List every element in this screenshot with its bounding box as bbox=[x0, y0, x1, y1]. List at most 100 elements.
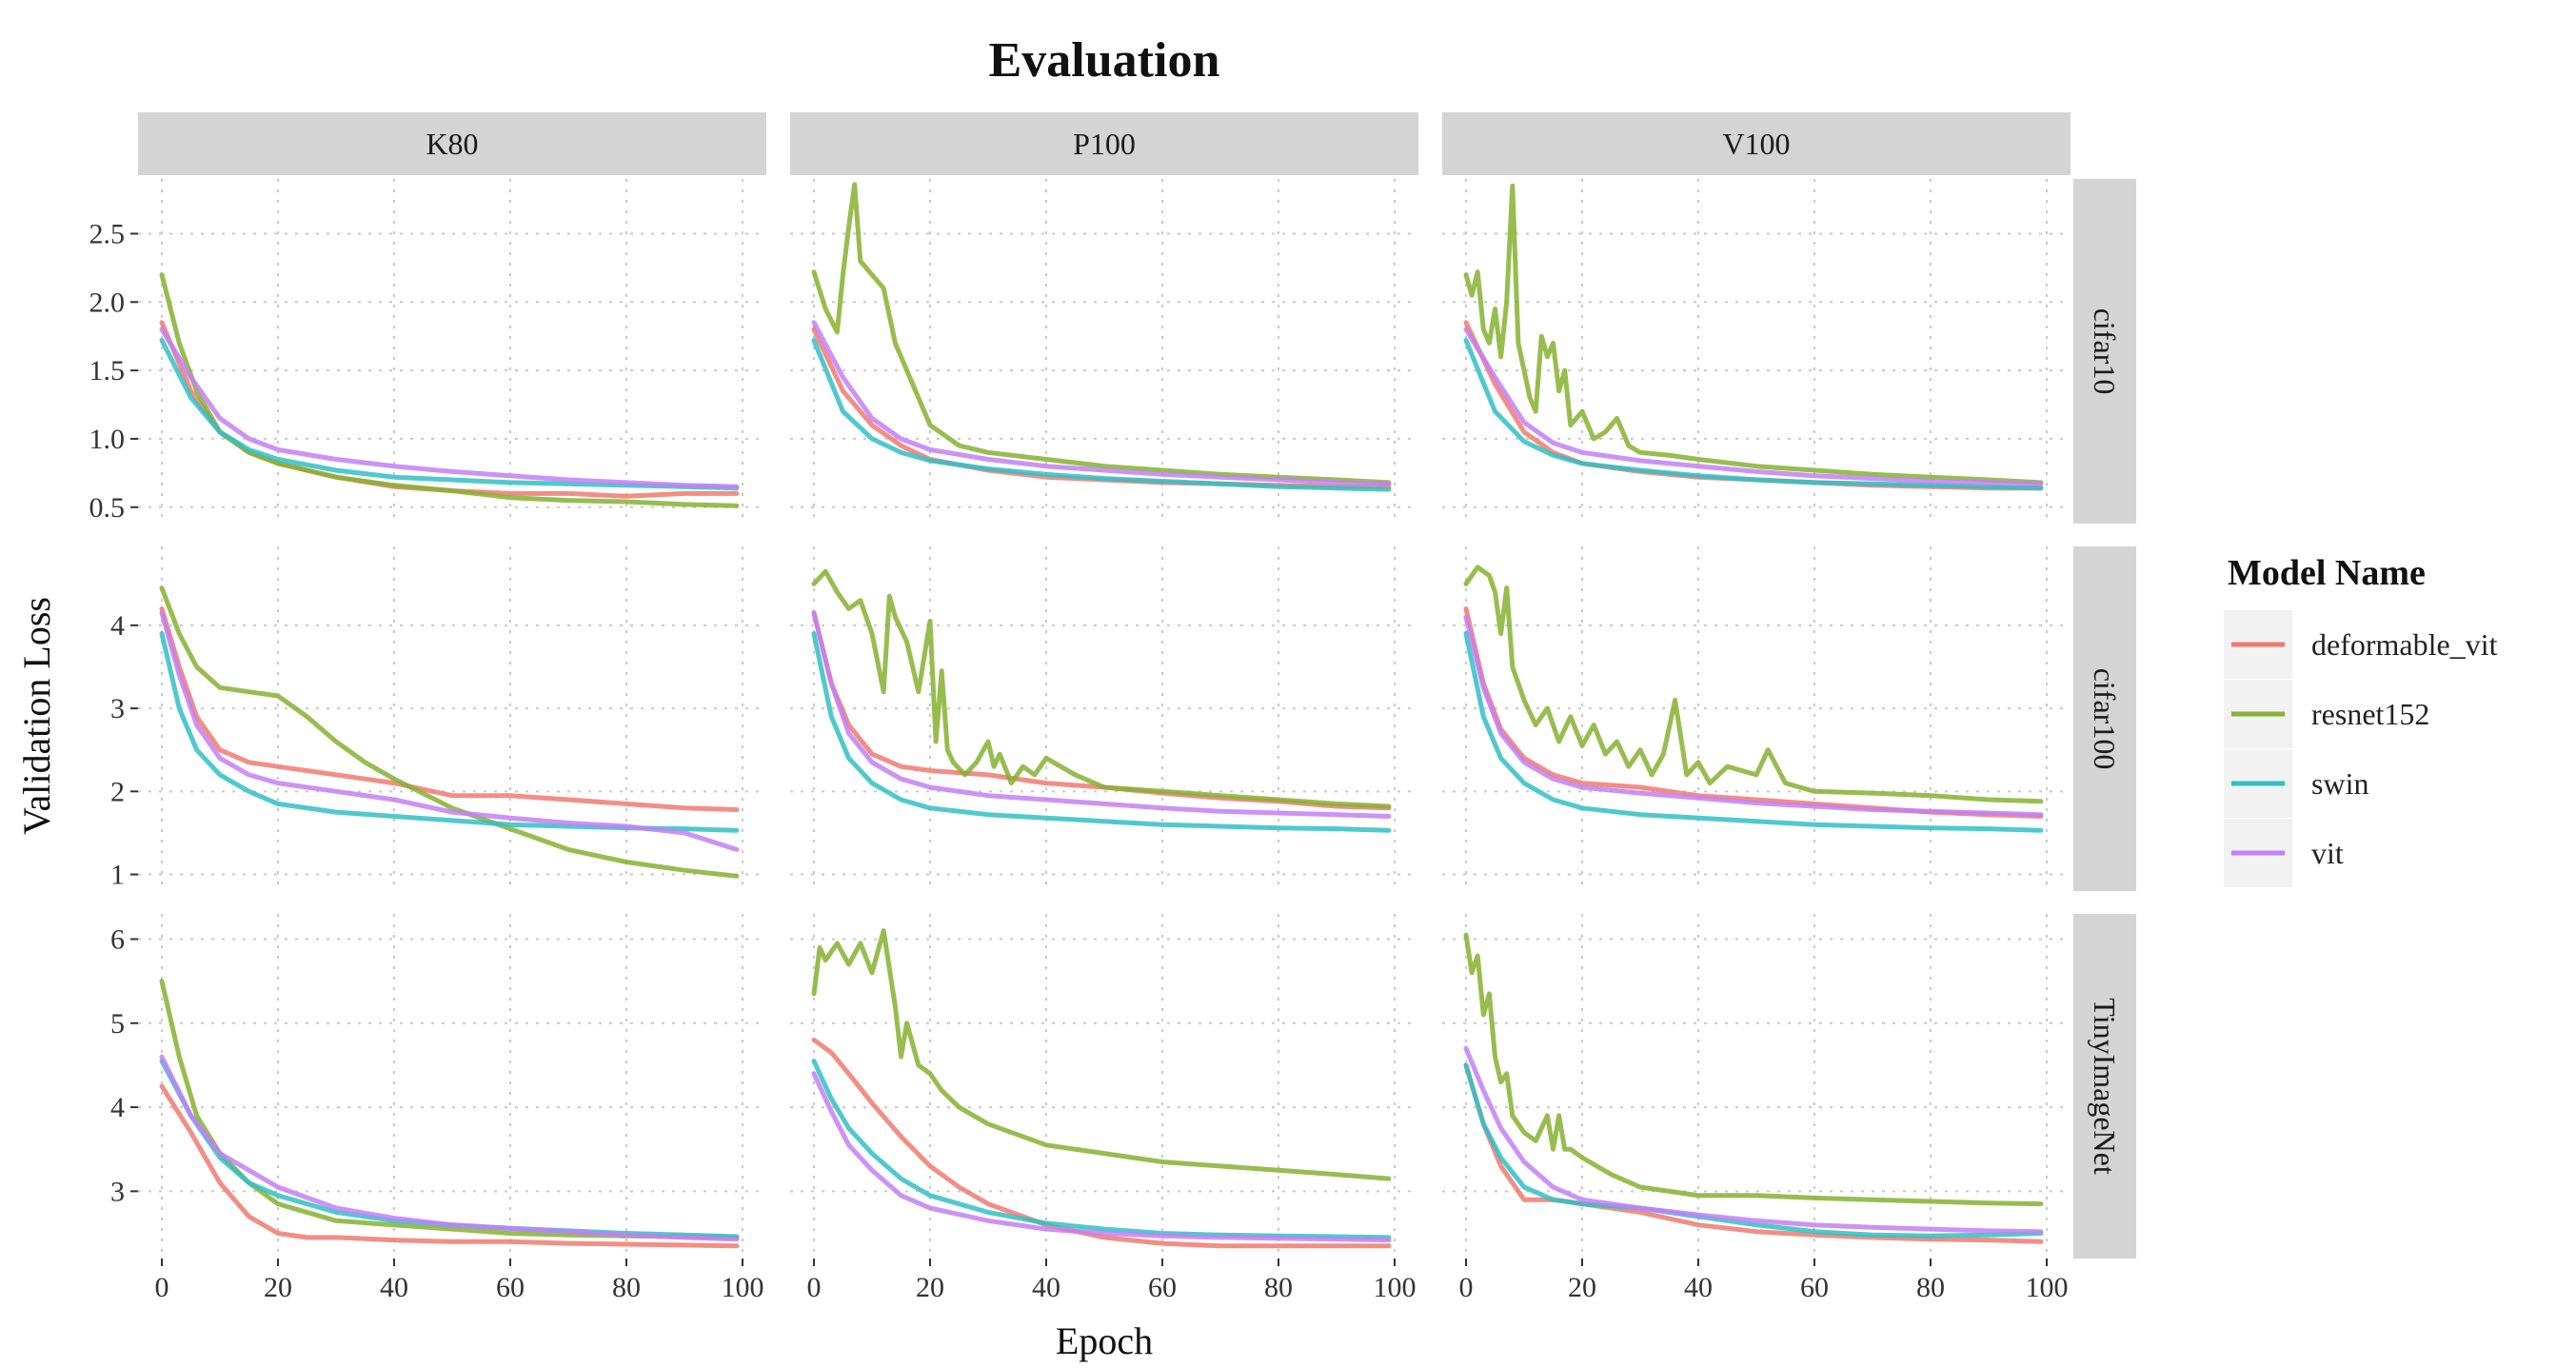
series-line-resnet152 bbox=[159, 585, 740, 879]
panel-cifar10-p100 bbox=[790, 179, 1418, 524]
panel-cifar100-p100 bbox=[790, 546, 1418, 891]
y-axis-title: Validation Loss bbox=[15, 597, 58, 835]
series-line-resnet152 bbox=[811, 182, 1392, 486]
series-line-vit bbox=[159, 327, 740, 489]
series-line-vit bbox=[1463, 327, 2044, 486]
series-line-resnet152 bbox=[1463, 565, 2044, 804]
panel-cifar10-v100 bbox=[1442, 179, 2071, 524]
x-tick-label: 40 bbox=[1032, 1272, 1060, 1303]
y-tick-label: 2.0 bbox=[89, 287, 126, 318]
series-line-deformable_vit bbox=[159, 1083, 740, 1249]
y-tick-label: 4 bbox=[110, 610, 125, 642]
series-line-deformable_vit bbox=[811, 1037, 1392, 1249]
panel-tinyimagenet-v100: 0 20 40 60 80 100 bbox=[1442, 914, 2071, 1303]
x-tick-label: 100 bbox=[1374, 1272, 1417, 1303]
column-strip-label: K80 bbox=[426, 127, 478, 161]
row-strip-cifar10: cifar10 bbox=[2073, 179, 2136, 524]
legend-label: vit bbox=[2311, 836, 2344, 870]
x-axis-title: Epoch bbox=[1056, 1319, 1153, 1362]
y-tick-label: 1.0 bbox=[89, 424, 126, 455]
legend-item-vit: vit bbox=[2224, 819, 2344, 887]
series-line-swin bbox=[159, 338, 740, 491]
x-tick-label: 60 bbox=[1800, 1272, 1829, 1303]
y-tick-label: 1.5 bbox=[89, 355, 126, 387]
x-tick-label: 0 bbox=[807, 1272, 822, 1303]
panel-cifar100-v100 bbox=[1442, 546, 2071, 891]
row-strip-background bbox=[2073, 546, 2136, 891]
legend-title: Model Name bbox=[2228, 553, 2426, 593]
series-line-swin bbox=[1463, 631, 2044, 833]
x-tick-label: 20 bbox=[916, 1272, 944, 1303]
x-tick-label: 40 bbox=[1684, 1272, 1713, 1303]
panels-layer: K80 P100 V100 cifar10 cifar100 TinyImageNet 0.… bbox=[89, 112, 2136, 1303]
x-tick-label: 20 bbox=[1568, 1272, 1596, 1303]
x-tick-label: 60 bbox=[1148, 1272, 1177, 1303]
series-line-resnet152 bbox=[1463, 183, 2044, 486]
legend-label: resnet152 bbox=[2311, 697, 2429, 731]
y-tick-label: 4 bbox=[110, 1092, 125, 1123]
series-line-deformable_vit bbox=[159, 605, 740, 812]
series-line-vit bbox=[1463, 614, 2044, 818]
column-strip-v100: V100 bbox=[1442, 112, 2071, 175]
legend-entries: deformable_vit resnet152 swin vit bbox=[2224, 610, 2498, 887]
x-tick-label: 20 bbox=[264, 1272, 292, 1303]
column-strip-background bbox=[138, 112, 766, 175]
series-line-resnet152 bbox=[811, 928, 1392, 1181]
series-line-swin bbox=[811, 338, 1392, 492]
x-tick-label: 100 bbox=[722, 1272, 764, 1303]
y-tick-label: 6 bbox=[110, 923, 125, 955]
y-tick-label: 2.5 bbox=[89, 218, 126, 249]
x-tick-label: 80 bbox=[612, 1272, 641, 1303]
column-strip-background bbox=[790, 112, 1418, 175]
x-tick-label: 0 bbox=[155, 1272, 169, 1303]
y-tick-label: 0.5 bbox=[89, 492, 126, 524]
series-line-swin bbox=[811, 631, 1392, 833]
chart-title: Evaluation bbox=[989, 33, 1220, 88]
column-strip-label: V100 bbox=[1722, 127, 1790, 161]
series-line-swin bbox=[159, 631, 740, 833]
row-strip-tinyimagenet: TinyImageNet bbox=[2073, 914, 2136, 1259]
x-tick-label: 0 bbox=[1459, 1272, 1474, 1303]
row-strip-cifar100: cifar100 bbox=[2073, 546, 2136, 891]
legend-item-deformable_vit: deformable_vit bbox=[2224, 610, 2498, 679]
y-tick-label: 1 bbox=[110, 860, 125, 891]
legend: Model Name deformable_vit resnet152 swin vi… bbox=[2224, 553, 2498, 887]
series-line-vit bbox=[159, 610, 740, 852]
panel-cifar100-k80: 1 2 3 4 bbox=[110, 546, 766, 891]
legend-item-resnet152: resnet152 bbox=[2224, 680, 2429, 748]
panel-tinyimagenet-p100: 0 20 40 60 80 100 bbox=[790, 914, 1418, 1303]
legend-item-swin: swin bbox=[2224, 749, 2368, 818]
column-strip-label: P100 bbox=[1073, 127, 1136, 161]
row-strip-label: cifar10 bbox=[2088, 308, 2122, 395]
legend-label: swin bbox=[2311, 766, 2368, 801]
y-tick-label: 3 bbox=[110, 1176, 125, 1207]
series-line-resnet152 bbox=[1463, 932, 2044, 1207]
series-line-resnet152 bbox=[159, 272, 740, 508]
y-tick-label: 3 bbox=[110, 693, 125, 724]
column-strip-p100: P100 bbox=[790, 112, 1418, 175]
series-line-swin bbox=[811, 1059, 1392, 1240]
x-tick-label: 80 bbox=[1264, 1272, 1293, 1303]
series-line-vit bbox=[159, 1054, 740, 1242]
series-line-vit bbox=[811, 610, 1392, 819]
row-strip-label: cifar100 bbox=[2088, 668, 2122, 770]
series-line-vit bbox=[811, 320, 1392, 486]
series-line-vit bbox=[1463, 1045, 2044, 1235]
legend-label: deformable_vit bbox=[2311, 627, 2498, 662]
y-tick-label: 2 bbox=[110, 776, 125, 807]
series-line-deformable_vit bbox=[1463, 605, 2044, 819]
row-strip-background bbox=[2073, 914, 2136, 1259]
y-tick-label: 5 bbox=[110, 1008, 125, 1040]
row-strip-label: TinyImageNet bbox=[2088, 998, 2122, 1175]
series-line-deformable_vit bbox=[1463, 1062, 2044, 1244]
x-tick-label: 40 bbox=[380, 1272, 408, 1303]
x-tick-label: 80 bbox=[1916, 1272, 1945, 1303]
row-strip-background bbox=[2073, 179, 2136, 524]
series-line-vit bbox=[811, 1071, 1392, 1243]
series-line-swin bbox=[1463, 338, 2044, 491]
x-tick-label: 100 bbox=[2026, 1272, 2069, 1303]
x-tick-label: 60 bbox=[496, 1272, 525, 1303]
column-strip-k80: K80 bbox=[138, 112, 766, 175]
